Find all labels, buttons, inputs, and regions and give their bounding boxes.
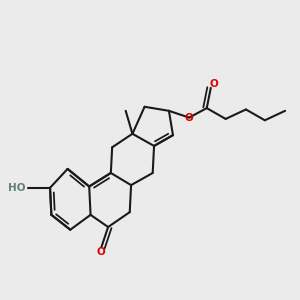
Text: O: O <box>209 79 218 89</box>
Text: O: O <box>97 247 106 257</box>
Text: O: O <box>185 112 194 123</box>
Text: HO: HO <box>8 183 25 193</box>
